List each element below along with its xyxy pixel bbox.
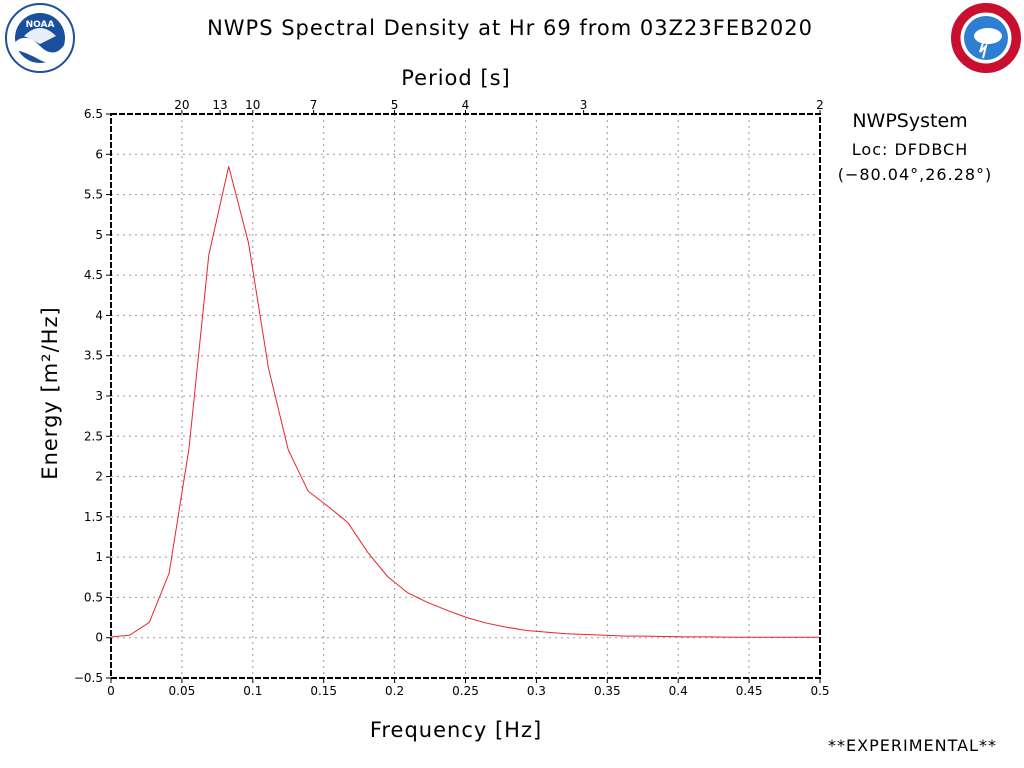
period-tick-label: 5	[391, 98, 399, 112]
y-tick-label: 5	[95, 228, 103, 242]
x-tick-label: 0.05	[169, 684, 196, 698]
period-axis-label: Period [s]	[401, 66, 511, 90]
y-tick-label: 3	[95, 389, 103, 403]
x-tick-label: 0.5	[810, 684, 829, 698]
x-tick-label: 0.45	[736, 684, 763, 698]
y-tick-label: 1	[95, 550, 103, 564]
x-tick-label: 0.2	[385, 684, 404, 698]
x-tick-label: 0.25	[452, 684, 479, 698]
x-tick-label: 0.35	[594, 684, 621, 698]
x-tick-label: 0.15	[310, 684, 337, 698]
location-label: Loc: DFDBCH	[851, 140, 969, 159]
experimental-label: **EXPERIMENTAL**	[828, 736, 997, 755]
y-tick-label: −0.5	[74, 671, 103, 685]
y-tick-label: 6.5	[84, 107, 103, 121]
period-tick-label: 20	[174, 98, 189, 112]
y-tick-label: 4.5	[84, 268, 103, 282]
noaa-logo-text: NOAA	[26, 20, 55, 30]
period-tick-label: 4	[462, 98, 470, 112]
plot-frame	[110, 113, 821, 679]
series-group	[110, 166, 820, 638]
x-axis-label: Frequency [Hz]	[369, 718, 543, 742]
nws-logo-icon	[950, 2, 1022, 74]
period-tick-label: 3	[580, 98, 588, 112]
y-tick-label: 0	[95, 631, 103, 645]
noaa-logo-icon: NOAA	[4, 2, 76, 74]
system-name: NWPSystem	[852, 110, 968, 132]
y-tick-label: 2.5	[84, 429, 103, 443]
period-tick-label: 13	[212, 98, 227, 112]
spectral-density-line	[110, 166, 820, 638]
y-tick-label: 6	[95, 147, 103, 161]
period-tick-label: 2	[816, 98, 824, 112]
y-tick-label: 3.5	[84, 349, 103, 363]
period-tick-label: 7	[310, 98, 318, 112]
coordinates-label: (−80.04°,26.28°)	[837, 165, 993, 184]
x-tick-label: 0.4	[669, 684, 688, 698]
y-tick-label: 1.5	[84, 510, 103, 524]
x-tick-label: 0.3	[527, 684, 546, 698]
x-tick-label: 0.1	[243, 684, 262, 698]
chart-title: NWPS Spectral Density at Hr 69 from 03Z2…	[207, 16, 813, 40]
y-tick-label: 4	[95, 308, 103, 322]
y-tick-label: 5.5	[84, 188, 103, 202]
axes: 0 0.05 0.1 0.15 0.2 0.25 0.3 0.35 0.4 0.45 0.5 −0.5…	[74, 98, 830, 698]
grid-lines	[111, 114, 820, 678]
period-tick-label: 10	[245, 98, 260, 112]
x-tick-label: 0	[107, 684, 115, 698]
y-tick-label: 2	[95, 470, 103, 484]
y-tick-label: 0.5	[84, 590, 103, 604]
